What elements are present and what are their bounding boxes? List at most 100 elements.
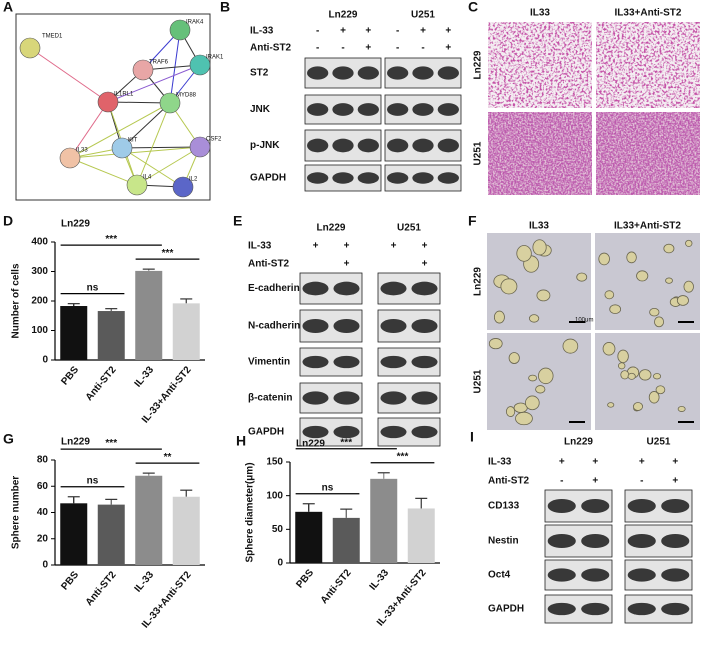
node-label: KIT	[128, 138, 138, 144]
condition-sign: -	[316, 26, 319, 37]
node-label: CSF2	[206, 137, 222, 143]
group-label: U251	[397, 223, 421, 234]
bar	[172, 496, 200, 565]
blot-label: Oct4	[488, 570, 511, 581]
blot-band	[581, 568, 610, 582]
network-edge	[69, 157, 138, 186]
blot-band	[333, 391, 360, 405]
bar	[97, 311, 125, 360]
blot-band	[661, 568, 690, 582]
blot-band	[302, 318, 329, 334]
network-edge	[69, 102, 171, 159]
significance-label: ***	[397, 451, 409, 462]
bar	[172, 303, 200, 360]
blot-band	[661, 602, 690, 616]
network-edge	[169, 29, 181, 104]
cell	[493, 310, 505, 324]
stained-cells	[596, 112, 700, 195]
network-node	[132, 59, 154, 81]
y-tick-label: 60	[37, 481, 49, 492]
cell	[609, 304, 622, 315]
condition-sign: +	[445, 26, 451, 37]
cell	[528, 314, 540, 323]
blot-band	[437, 172, 459, 184]
blot-label: Vimentin	[248, 357, 290, 368]
scale-label: 100μm	[575, 318, 593, 324]
condition-sign: +	[422, 259, 428, 270]
blot-band	[357, 103, 379, 116]
cell	[683, 280, 694, 293]
blot-band	[411, 425, 438, 439]
panel-letter: A	[3, 0, 13, 15]
blot-band	[412, 66, 434, 80]
x-tick-label: Anti-ST2	[84, 364, 119, 403]
blot-band	[627, 498, 656, 514]
bar	[135, 475, 163, 565]
condition-sign: +	[340, 26, 346, 37]
blot-band	[302, 355, 329, 369]
cell	[649, 307, 660, 317]
cell	[607, 402, 615, 408]
cell	[576, 272, 588, 282]
node-label: IL4	[143, 175, 152, 181]
column-label: IL33+Anti-ST2	[614, 221, 681, 232]
condition-sign: +	[344, 241, 350, 252]
stained-cells	[488, 22, 592, 108]
cell	[685, 239, 693, 247]
image-bg	[595, 233, 700, 330]
blot-label: GAPDH	[248, 427, 284, 438]
blot-label: ST2	[250, 68, 269, 79]
row-label: Ln229	[473, 50, 484, 79]
cell	[532, 239, 547, 256]
x-tick-label: PBS	[59, 364, 81, 387]
network-node	[159, 92, 181, 114]
network-edge	[69, 101, 109, 159]
blot-band	[380, 281, 407, 296]
blot-band	[380, 391, 407, 405]
network-edge	[121, 146, 201, 149]
condition-sign: -	[316, 43, 319, 54]
cell	[633, 402, 644, 411]
bar	[332, 517, 360, 563]
y-tick-label: 200	[31, 296, 48, 307]
condition-sign: +	[422, 241, 428, 252]
y-tick-label: 80	[37, 455, 49, 466]
y-tick-label: 0	[42, 560, 48, 571]
x-tick-label: IL-33	[133, 364, 157, 389]
condition-sign: -	[396, 26, 399, 37]
cell	[648, 391, 660, 404]
network-node	[59, 147, 81, 169]
chart-title: Ln229	[61, 219, 90, 230]
blot-band	[581, 498, 610, 514]
blot-band	[581, 602, 610, 616]
blot-band	[302, 391, 329, 405]
row-label: U251	[473, 141, 484, 165]
blot-band	[387, 66, 409, 80]
blot-band	[411, 391, 438, 405]
network-edge	[121, 147, 184, 188]
group-label: U251	[647, 437, 671, 448]
x-tick-label: IL-33	[368, 567, 392, 592]
blot-band	[307, 103, 329, 116]
panel-letter: C	[468, 0, 478, 15]
blot-label: E-cadherin	[248, 283, 300, 294]
cell	[488, 338, 503, 350]
blot-strip	[377, 272, 441, 305]
panel-letter: B	[220, 0, 230, 15]
blot-band	[333, 355, 360, 369]
blot-label: GAPDH	[488, 604, 524, 615]
group-label: U251	[411, 10, 435, 21]
cell	[515, 411, 533, 426]
blot-band	[387, 172, 409, 184]
blot-band	[547, 533, 576, 549]
blot-band	[437, 66, 459, 80]
group-label: Ln229	[329, 10, 358, 21]
node-label: IL2	[189, 177, 198, 183]
condition-sign: -	[640, 476, 643, 487]
blot-band	[333, 425, 360, 439]
x-tick-label: PBS	[59, 569, 81, 592]
bar	[60, 503, 88, 565]
network-node	[169, 19, 191, 41]
panel-letter: I	[470, 429, 474, 445]
